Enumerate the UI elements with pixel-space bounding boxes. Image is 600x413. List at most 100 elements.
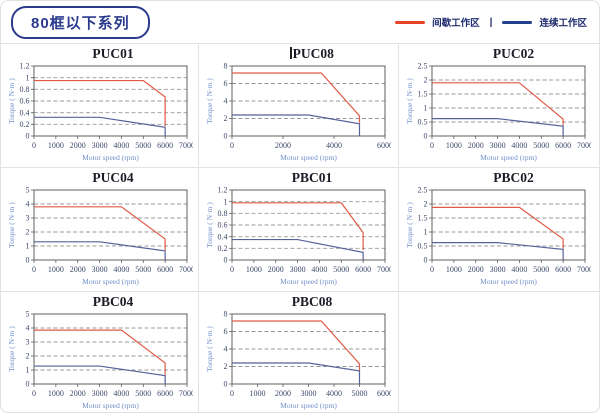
svg-text:0: 0 <box>230 141 234 150</box>
chart-title-text: PUC08 <box>292 46 334 61</box>
svg-text:0: 0 <box>430 265 434 274</box>
svg-text:0.2: 0.2 <box>218 244 228 253</box>
chart-canvas-puc02: 0 0.5 1 1.5 2 2.5 0 1000 2000 3000 4000 5000 6000 700… <box>405 62 591 162</box>
svg-text:1000: 1000 <box>48 141 64 150</box>
svg-text:0: 0 <box>26 256 30 265</box>
charts-grid: PUC01 0 0.2 0.4 0.6 0.8 1 1.2 0 1000 2000 3000 4000… <box>1 43 599 412</box>
svg-text:1000: 1000 <box>246 265 262 274</box>
chart-canvas-puc08: 0 2 4 6 8 0 2000 4000 6000 Motor speed (rpm) Torqu… <box>205 62 391 162</box>
chart-title: PBC08 <box>232 294 392 310</box>
chart-title: PBC02 <box>432 170 595 186</box>
svg-text:2000: 2000 <box>70 265 86 274</box>
chart-title-text: PUC04 <box>92 170 134 185</box>
svg-text:Motor speed (rpm): Motor speed (rpm) <box>280 277 337 286</box>
svg-text:1000: 1000 <box>446 265 462 274</box>
svg-text:Torque ( N·m ): Torque ( N·m ) <box>205 326 214 372</box>
svg-text:Motor speed (rpm): Motor speed (rpm) <box>82 153 139 162</box>
series-badge: 80框以下系列 <box>11 5 150 39</box>
svg-text:6: 6 <box>224 79 228 88</box>
svg-text:5000: 5000 <box>135 141 151 150</box>
svg-text:Torque ( N·m ): Torque ( N·m ) <box>405 202 414 248</box>
svg-text:4000: 4000 <box>511 265 527 274</box>
svg-text:1000: 1000 <box>446 141 462 150</box>
svg-text:Torque ( N·m ): Torque ( N·m ) <box>7 78 16 124</box>
svg-text:2000: 2000 <box>468 265 484 274</box>
svg-text:2.5: 2.5 <box>418 62 428 71</box>
chart-title: PBC04 <box>34 294 192 310</box>
svg-text:2000: 2000 <box>70 389 86 398</box>
empty-cell <box>399 292 599 412</box>
svg-text:2000: 2000 <box>268 265 284 274</box>
svg-text:0.5: 0.5 <box>418 242 428 251</box>
chart-cell-pbc08: PBC08 0 2 4 6 8 0 1000 2000 3000 4000 5000 6000 Moto… <box>199 292 399 412</box>
svg-text:Motor speed (rpm): Motor speed (rpm) <box>280 401 337 410</box>
svg-text:2: 2 <box>424 200 428 209</box>
svg-text:1000: 1000 <box>48 389 64 398</box>
svg-text:1: 1 <box>26 366 30 375</box>
svg-text:7000: 7000 <box>179 141 193 150</box>
svg-text:5000: 5000 <box>533 265 549 274</box>
svg-text:Motor speed (rpm): Motor speed (rpm) <box>480 277 537 286</box>
chart-title: PUC01 <box>34 46 192 62</box>
svg-text:6000: 6000 <box>377 389 391 398</box>
svg-text:2: 2 <box>424 76 428 85</box>
svg-text:0.8: 0.8 <box>20 85 30 94</box>
svg-text:1000: 1000 <box>48 265 64 274</box>
page-header: 80框以下系列 间歇工作区 | 连续工作区 <box>1 1 599 43</box>
svg-text:7000: 7000 <box>377 265 391 274</box>
svg-text:5: 5 <box>26 310 30 319</box>
chart-cell-puc08: PUC08 0 2 4 6 8 0 2000 4000 6000 Motor speed (rpm… <box>199 44 399 168</box>
chart-canvas-pbc01: 0 0.2 0.4 0.6 0.8 1 1.2 0 1000 2000 3000 4000 5000 60… <box>205 186 391 286</box>
svg-text:2000: 2000 <box>275 141 291 150</box>
legend: 间歇工作区 | 连续工作区 <box>395 15 587 29</box>
svg-text:1: 1 <box>424 104 428 113</box>
intermittent-line-swatch <box>395 20 426 24</box>
svg-text:2: 2 <box>224 362 228 371</box>
svg-text:0.6: 0.6 <box>20 97 30 106</box>
chart-title-text: PBC04 <box>92 294 134 309</box>
svg-text:2: 2 <box>26 352 30 361</box>
legend-label: 连续工作区 <box>539 18 587 29</box>
svg-text:0: 0 <box>424 132 428 141</box>
svg-text:0: 0 <box>230 389 234 398</box>
legend-item-intermittent: 间歇工作区 <box>395 15 480 29</box>
legend-item-continuous: 连续工作区 <box>502 15 587 29</box>
svg-text:6000: 6000 <box>157 265 173 274</box>
chart-title: PBC01 <box>232 170 392 186</box>
svg-text:0.8: 0.8 <box>218 209 228 218</box>
svg-text:2000: 2000 <box>70 141 86 150</box>
chart-title-text: PBC08 <box>291 294 333 309</box>
svg-text:1.5: 1.5 <box>418 214 428 223</box>
svg-text:0: 0 <box>32 141 36 150</box>
svg-text:6: 6 <box>224 327 228 336</box>
svg-text:4: 4 <box>26 324 30 333</box>
svg-text:Motor speed (rpm): Motor speed (rpm) <box>280 153 337 162</box>
chart-title-text: PBC01 <box>291 170 333 185</box>
svg-text:1: 1 <box>424 228 428 237</box>
svg-text:5000: 5000 <box>135 389 151 398</box>
svg-text:Torque ( N·m ): Torque ( N·m ) <box>405 78 414 124</box>
svg-text:3000: 3000 <box>92 265 108 274</box>
svg-text:0: 0 <box>26 132 30 141</box>
svg-text:2000: 2000 <box>275 389 291 398</box>
svg-text:0: 0 <box>224 256 228 265</box>
svg-text:Motor speed (rpm): Motor speed (rpm) <box>82 277 139 286</box>
svg-text:5000: 5000 <box>533 141 549 150</box>
svg-text:1000: 1000 <box>250 389 266 398</box>
svg-text:Motor speed (rpm): Motor speed (rpm) <box>480 153 537 162</box>
svg-text:5000: 5000 <box>352 389 368 398</box>
svg-text:0: 0 <box>424 256 428 265</box>
chart-cell-puc04: PUC04 0 1 2 3 4 5 0 1000 2000 3000 4000 5000 6000 700… <box>1 168 199 292</box>
svg-text:0: 0 <box>32 389 36 398</box>
svg-text:3000: 3000 <box>92 141 108 150</box>
text-cursor-icon <box>290 47 292 59</box>
chart-cell-pbc01: PBC01 0 0.2 0.4 0.6 0.8 1 1.2 0 1000 2000 3000 4000… <box>199 168 399 292</box>
svg-text:2: 2 <box>224 114 228 123</box>
svg-text:Motor speed (rpm): Motor speed (rpm) <box>82 401 139 410</box>
svg-text:0: 0 <box>230 265 234 274</box>
chart-cell-puc02: PUC02 0 0.5 1 1.5 2 2.5 0 1000 2000 3000 4000 5000 6… <box>399 44 599 168</box>
svg-text:3000: 3000 <box>301 389 317 398</box>
svg-text:5000: 5000 <box>333 265 349 274</box>
chart-cell-pbc04: PBC04 0 1 2 3 4 5 0 1000 2000 3000 4000 5000 6000 700… <box>1 292 199 412</box>
